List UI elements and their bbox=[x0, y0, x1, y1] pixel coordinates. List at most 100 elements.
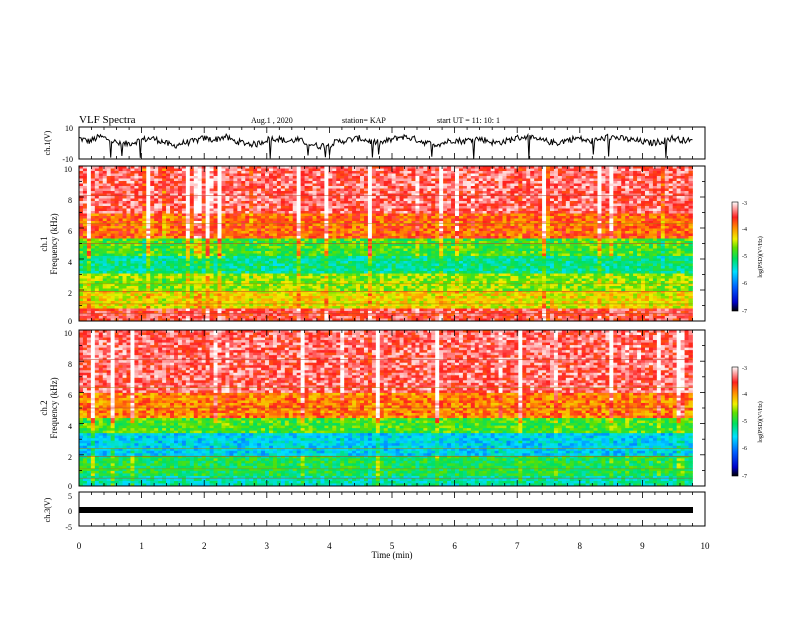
spec1-cell-2007 bbox=[660, 196, 666, 199]
spec1-cell-1596 bbox=[261, 191, 266, 194]
spec1-cell-2720 bbox=[415, 208, 420, 212]
spec1-cell-2602 bbox=[561, 206, 567, 209]
spec1-cell-4911 bbox=[498, 243, 503, 247]
spec1-cell-85 bbox=[415, 166, 420, 169]
spec1-cell-17 bbox=[146, 166, 151, 169]
spec1-cell-1860 bbox=[79, 196, 84, 199]
spec1-cell-3195 bbox=[455, 216, 460, 219]
spec1-cell-3152 bbox=[284, 216, 290, 219]
spec1-cell-3452 bbox=[245, 221, 250, 224]
spec1-cell-4820 bbox=[138, 243, 143, 247]
spec1-cell-2898 bbox=[506, 211, 511, 214]
spec1-cell-101 bbox=[478, 166, 484, 169]
spec1-cell-2605 bbox=[573, 206, 579, 209]
spec1-cell-4755 bbox=[494, 241, 499, 244]
spec1-cell-4833 bbox=[189, 243, 195, 247]
spec1-cell-68 bbox=[348, 166, 353, 169]
spec1-cell-1174 bbox=[431, 183, 436, 187]
spec1-cell-3922 bbox=[265, 228, 270, 232]
spec1-cell-1237 bbox=[680, 183, 685, 187]
spec1-cell-38 bbox=[229, 166, 234, 169]
spec1-cell-4642 bbox=[660, 238, 666, 242]
spec1-cell-1240 bbox=[79, 186, 84, 189]
spec1-cell-3370 bbox=[534, 218, 539, 222]
spec1-cell-1547 bbox=[680, 188, 685, 192]
spec1-cell-910 bbox=[613, 178, 618, 182]
spec1-cell-561 bbox=[458, 173, 464, 177]
spec1-cell-3786 bbox=[340, 226, 345, 229]
spec1-cell-465 bbox=[79, 173, 84, 177]
spec1-cell-4416 bbox=[379, 236, 385, 239]
spec1-cell-3496 bbox=[419, 221, 424, 224]
spec1-cell-3321 bbox=[340, 218, 345, 222]
spec1-cell-4425 bbox=[415, 236, 420, 239]
spec1-cell-4479 bbox=[629, 236, 634, 239]
spec1-cell-3785 bbox=[336, 226, 341, 229]
spec1-cell-1422 bbox=[185, 188, 191, 192]
spec1-cell-4178 bbox=[664, 231, 670, 234]
spec1-cell-2242 bbox=[363, 201, 369, 204]
spec1-cell-3351 bbox=[458, 218, 464, 222]
spec1-cell-3957 bbox=[403, 228, 408, 232]
spec1-cell-3770 bbox=[276, 226, 282, 229]
spec1-cell-1189 bbox=[490, 183, 495, 187]
spec1-cell-4090 bbox=[316, 231, 321, 234]
spec1-cell-1711 bbox=[102, 193, 108, 197]
spec1-cell-4680 bbox=[197, 241, 203, 244]
spec1-cell-2295 bbox=[573, 201, 579, 204]
spec1-cell-2083 bbox=[348, 198, 353, 202]
spec1-cell-3848 bbox=[585, 226, 590, 229]
spec1-cell-575 bbox=[514, 173, 519, 177]
spec1-cell-743 bbox=[565, 176, 571, 179]
spec1-cell-614 bbox=[668, 173, 674, 177]
spec1-cell-2653 bbox=[150, 208, 155, 212]
spec1-cell-1024 bbox=[451, 181, 456, 184]
spec1-cell-1175 bbox=[435, 183, 440, 187]
spec1-cell-4335 bbox=[672, 233, 678, 237]
spec1-cell-4438 bbox=[466, 236, 472, 239]
spec1-cell-2206 bbox=[221, 201, 226, 204]
spec1-cell-1241 bbox=[82, 186, 88, 189]
spec1-cell-4183 bbox=[684, 231, 689, 234]
spec1-cell-3998 bbox=[565, 228, 571, 232]
spec1-cell-2714 bbox=[391, 208, 397, 212]
spec1-cell-3247 bbox=[660, 216, 666, 219]
spec1-cell-1839 bbox=[609, 193, 614, 197]
spec1-cell-8 bbox=[110, 166, 116, 169]
spec1-cell-2931 bbox=[637, 211, 642, 214]
spec1-cell-2246 bbox=[379, 201, 385, 204]
spec1-cell-2770 bbox=[613, 208, 618, 212]
spec1-cell-3773 bbox=[288, 226, 294, 229]
spec1-cell-1498 bbox=[486, 188, 492, 192]
spec1-cell-3862 bbox=[641, 226, 646, 229]
spec1-cell-4872 bbox=[344, 243, 349, 247]
spec1-cell-3212 bbox=[522, 216, 527, 219]
spec1-cell-567 bbox=[482, 173, 488, 177]
spec1-cell-2419 bbox=[451, 203, 456, 207]
spec1-cell-2628 bbox=[664, 206, 670, 209]
spec1-cell-3616 bbox=[280, 223, 286, 227]
spec1-cell-4883 bbox=[387, 243, 393, 247]
spec1-cell-148 bbox=[664, 166, 670, 169]
spec1-cell-59 bbox=[312, 166, 317, 169]
spec1-cell-1274 bbox=[213, 186, 218, 189]
spec1-cell-1048 bbox=[546, 181, 551, 184]
spec1-cell-591 bbox=[577, 173, 583, 177]
spec1-cell-308 bbox=[684, 168, 689, 172]
spec1-cell-2095 bbox=[395, 198, 400, 202]
spec1-cell-1715 bbox=[118, 193, 123, 197]
spec1-cell-3753 bbox=[209, 226, 214, 229]
spec1-cell-1459 bbox=[332, 188, 337, 192]
spec1-cell-4581 bbox=[419, 238, 424, 242]
spec1-cell-1766 bbox=[320, 193, 325, 197]
spec1-cell-2844 bbox=[292, 211, 298, 214]
spec1-cell-955 bbox=[177, 181, 183, 184]
spec1-cell-1473 bbox=[387, 188, 393, 192]
spec1-cell-2868 bbox=[387, 211, 393, 214]
spec1-cell-1913 bbox=[288, 196, 294, 199]
spec1-cell-4865 bbox=[316, 243, 321, 247]
spec1-cell-1738 bbox=[209, 193, 214, 197]
spec1-cell-3223 bbox=[565, 216, 571, 219]
spec1-cell-4256 bbox=[360, 233, 365, 237]
spec1-cell-4364 bbox=[173, 236, 179, 239]
